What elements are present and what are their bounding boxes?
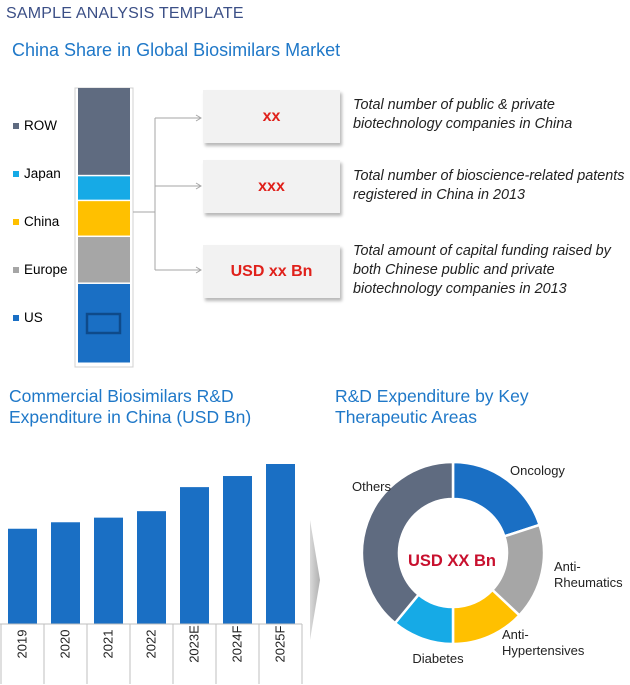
legend-swatch-us bbox=[13, 314, 19, 321]
rd-bars bbox=[8, 464, 295, 624]
legend-swatch-japan bbox=[13, 170, 19, 177]
connector-lines bbox=[133, 117, 201, 271]
stack-segment-row bbox=[78, 88, 130, 175]
legend-swatch-row bbox=[13, 122, 19, 129]
legend-item-us: US bbox=[13, 310, 43, 325]
share-chart-svg bbox=[74, 87, 202, 368]
stack-segment-europe bbox=[78, 237, 130, 283]
ta-chart-title: R&D Expenditure by Key Therapeutic Areas bbox=[335, 386, 529, 427]
share-chart-title: China Share in Global Biosimilars Market bbox=[12, 40, 341, 60]
rd-bar-chart: 2019 2020 2021 2022 2023E 2024F 2025F bbox=[0, 464, 303, 684]
us-highlight-box bbox=[85, 312, 122, 335]
donut-slices bbox=[360, 460, 546, 646]
donut-label-diabetes: Diabetes bbox=[412, 651, 464, 666]
rd-bar-2022 bbox=[137, 511, 166, 624]
legend-label-row: ROW bbox=[24, 118, 57, 133]
chevron-separator bbox=[310, 520, 320, 640]
rd-chart-title: Commercial Biosimilars R&D Expenditure i… bbox=[9, 386, 252, 427]
ta-donut-chart: USD XX Bn Oncology Anti-Rheumatics Anti-Hy… bbox=[352, 460, 623, 666]
donut-labels: Oncology Anti-Rheumatics Anti-Hypertensive… bbox=[352, 463, 623, 666]
legend-label-europe: Europe bbox=[24, 262, 68, 277]
stat-description-funding: Total amount of capital funding raised b… bbox=[353, 243, 611, 297]
rd-bar-2025F bbox=[266, 464, 295, 624]
legend-label-china: China bbox=[24, 214, 60, 229]
rd-tick-label-2022: 2022 bbox=[144, 630, 159, 659]
stat-box-patents: xxx bbox=[203, 160, 340, 213]
rd-tick-label-2019: 2019 bbox=[15, 630, 30, 659]
page-title: SAMPLE ANALYSIS TEMPLATE bbox=[6, 5, 244, 22]
donut-label-oncology: Oncology bbox=[510, 463, 565, 478]
legend-item-china: China bbox=[13, 214, 59, 229]
stat-description-patents: Total number of bioscience-related paten… bbox=[353, 168, 625, 203]
rd-tick-label-2025F: 2025F bbox=[273, 626, 288, 663]
donut-label-anti-rheumatics: Anti-Rheumatics bbox=[554, 559, 623, 590]
rd-tick-label-2021: 2021 bbox=[101, 630, 116, 659]
legend-item-row: ROW bbox=[13, 118, 57, 133]
connector-arrowheads bbox=[195, 114, 202, 274]
stack-segment-japan bbox=[78, 176, 130, 200]
rd-tick-label-2023E: 2023E bbox=[187, 625, 202, 663]
donut-slice-others bbox=[360, 460, 455, 625]
stat-box-funding: USD xx Bn bbox=[203, 245, 340, 298]
donut-label-anti-hypertensives: Anti-Hypertensives bbox=[502, 627, 585, 658]
rd-tick-labels: 2019 2020 2021 2022 2023E 2024F 2025F bbox=[0, 623, 303, 684]
legend-swatch-europe bbox=[13, 266, 19, 273]
legend-item-japan: Japan bbox=[13, 166, 61, 181]
rd-tick-label-2020: 2020 bbox=[58, 630, 73, 659]
rd-bar-2024F bbox=[223, 476, 252, 624]
legend-item-europe: Europe bbox=[13, 262, 68, 277]
rd-bar-2021 bbox=[94, 517, 123, 624]
rd-bar-2023E bbox=[180, 487, 209, 624]
stat-box-companies: xx bbox=[203, 90, 340, 143]
rd-bar-2020 bbox=[51, 522, 80, 624]
stat-description-companies: Total number of public & private biotech… bbox=[353, 97, 573, 132]
rd-tick-label-2024F: 2024F bbox=[230, 626, 245, 663]
donut-label-others: Others bbox=[352, 479, 392, 494]
stack-segment-china bbox=[78, 201, 130, 236]
stacked-bar bbox=[74, 87, 134, 368]
legend-swatch-china bbox=[13, 218, 19, 225]
rd-bar-2019 bbox=[8, 528, 37, 624]
legend-label-us: US bbox=[24, 310, 43, 325]
legend-label-japan: Japan bbox=[24, 166, 61, 181]
donut-center-label: USD XX Bn bbox=[408, 552, 496, 570]
